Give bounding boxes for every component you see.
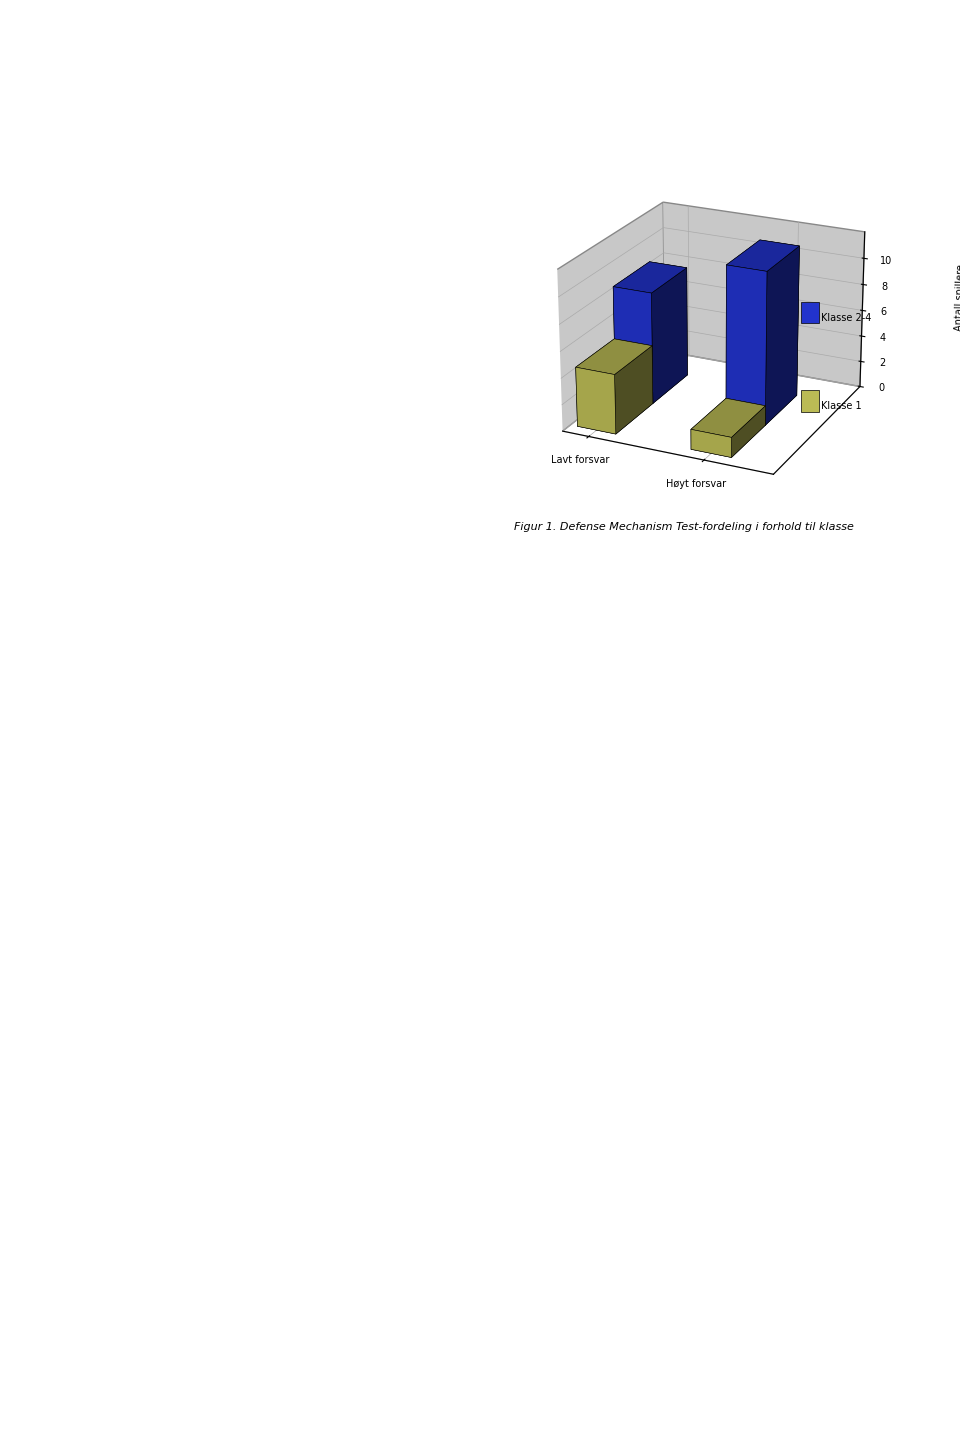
Text: Klasse 1: Klasse 1 — [821, 401, 861, 411]
Text: Figur 1. Defense Mechanism Test-fordeling i forhold til klasse: Figur 1. Defense Mechanism Test-fordelin… — [514, 522, 853, 532]
Text: Klasse 2-4: Klasse 2-4 — [821, 313, 871, 323]
